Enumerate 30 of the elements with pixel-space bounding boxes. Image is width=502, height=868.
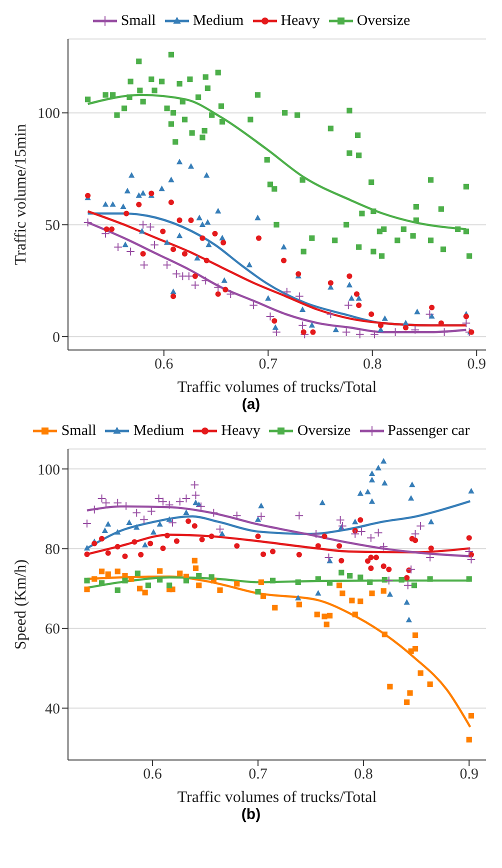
x-axis-title: Traffic volumes of trucks/Total (177, 789, 378, 806)
x-tick-label: 0.8 (354, 766, 373, 783)
y-tick-label: 100 (38, 106, 60, 122)
y-tick-label: 40 (45, 701, 60, 718)
legend-label: Oversize (356, 12, 410, 30)
y-axis-title: Speed (Km/h) (12, 559, 30, 650)
y-tick-label: 0 (52, 330, 60, 346)
y-tick-label: 50 (45, 218, 60, 234)
text: (b) (240, 806, 262, 825)
legend-label: Heavy (221, 422, 260, 440)
x-tick-label: 0.9 (460, 766, 478, 783)
legend-label: Small (120, 12, 156, 30)
text: (a) (240, 396, 262, 415)
legend-label: Oversize (297, 422, 351, 440)
x-axis-title: Traffic volumes of trucks/Total (177, 379, 378, 396)
x-tick-label: 0.7 (248, 766, 268, 783)
legend-label: Small (61, 422, 96, 440)
x-tick-label: 0.9 (467, 356, 486, 373)
x-tick-label: 0.6 (143, 766, 162, 783)
y-tick-label: 80 (45, 542, 60, 558)
y-axis-title: Traffic volume/15min (12, 124, 30, 265)
y-tick-label: 60 (45, 622, 60, 638)
x-tick-label: 0.7 (258, 356, 278, 373)
y-tick-label: 100 (38, 462, 60, 478)
legend-label: Passenger car (388, 422, 470, 440)
x-tick-label: 0.8 (363, 356, 382, 373)
legend-label: Heavy (280, 12, 320, 30)
x-tick-label: 0.6 (154, 356, 174, 373)
legend-label: Medium (133, 422, 184, 440)
legend-label: Medium (192, 12, 244, 30)
